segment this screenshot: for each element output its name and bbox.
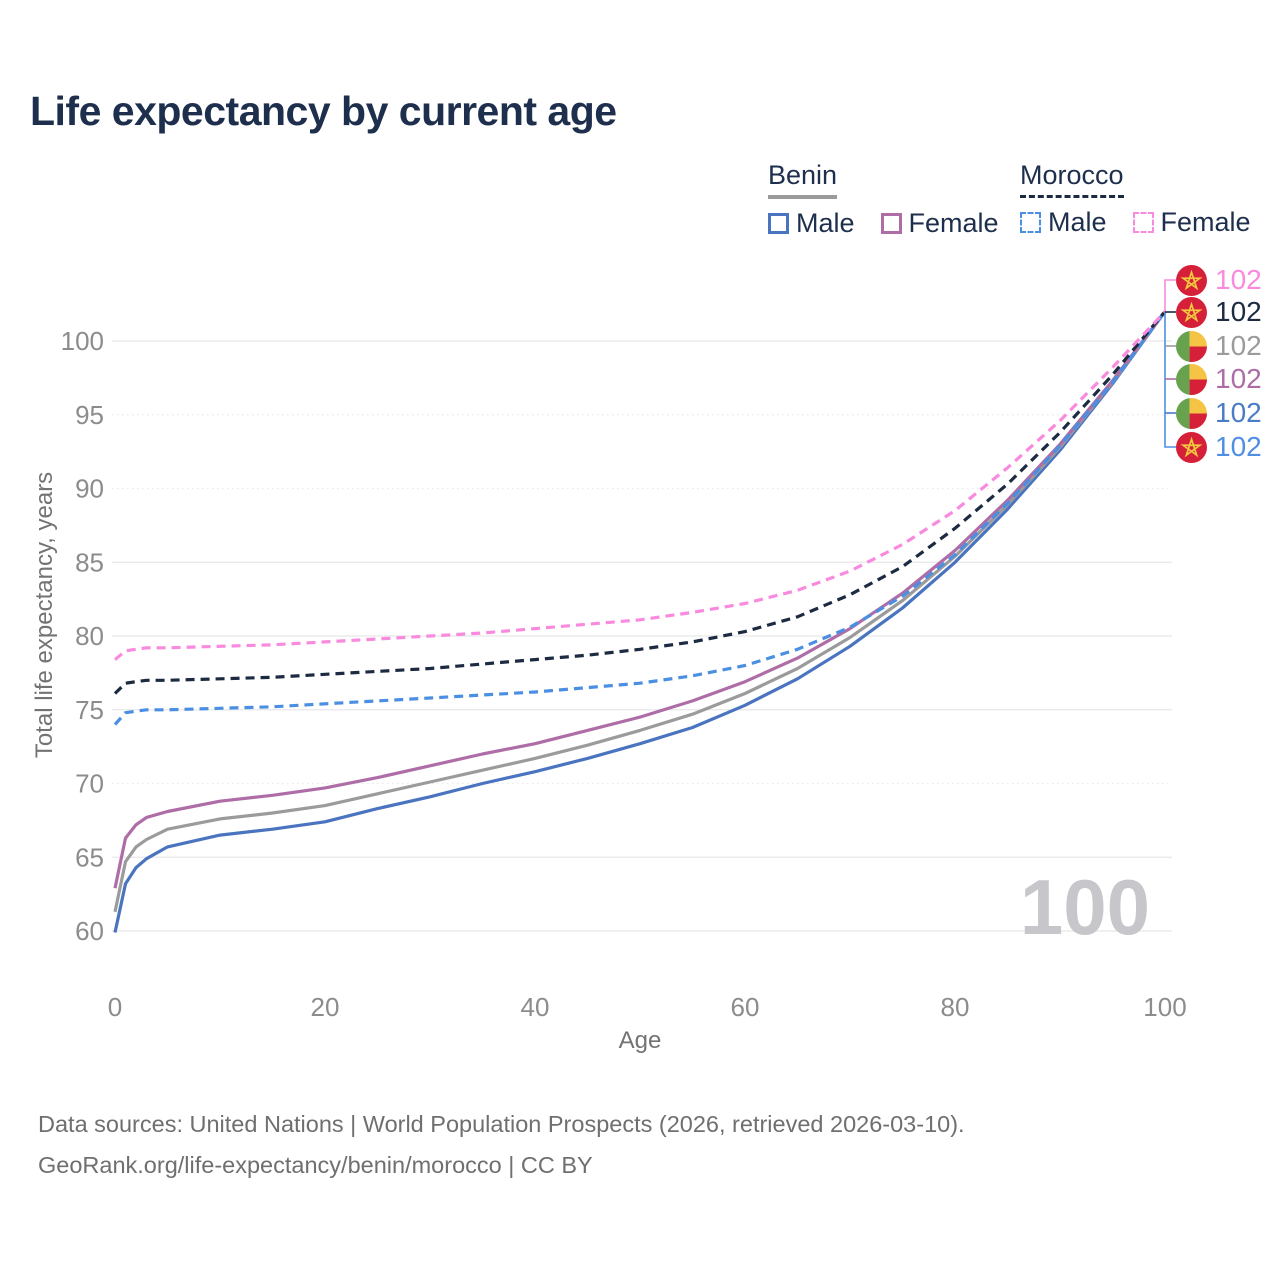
legend-label: Male	[796, 208, 855, 238]
end-label-morocco-male: 102	[1176, 431, 1262, 463]
y-tick-label: 85	[75, 547, 104, 577]
connector-down	[1164, 311, 1176, 448]
legend-label: Female	[1160, 207, 1251, 237]
morocco-male-swatch-icon	[1020, 212, 1041, 233]
y-axis-title: Total life expectancy, years	[31, 472, 58, 758]
y-tick-label: 75	[75, 695, 104, 725]
legend-item-benin-male[interactable]: Male	[768, 208, 855, 239]
end-label-connectors	[1164, 279, 1176, 448]
end-value: 102	[1215, 330, 1262, 361]
end-label-morocco-female: 102	[1176, 264, 1262, 296]
series-lines	[113, 310, 1167, 933]
benin-flag-icon	[1176, 330, 1207, 362]
legend-label: Female	[908, 208, 999, 238]
y-tick-label: 65	[75, 842, 104, 872]
legend-item-morocco-female[interactable]: Female	[1132, 207, 1251, 238]
end-label-benin-female: 102	[1176, 363, 1262, 395]
footer-attribution: GeoRank.org/life-expectancy/benin/morocc…	[38, 1152, 593, 1178]
x-tick-label: 100	[1143, 992, 1186, 1022]
end-label-morocco-both-sexes: 102	[1176, 296, 1262, 328]
end-value: 102	[1215, 296, 1262, 327]
end-value: 102	[1215, 397, 1262, 428]
legend-country-morocco[interactable]: Morocco	[1020, 160, 1124, 198]
y-tick-label: 80	[75, 621, 104, 651]
connector-up	[1164, 279, 1176, 312]
footer-sources: Data sources: United Nations | World Pop…	[38, 1111, 965, 1137]
y-tick-label: 100	[61, 326, 104, 356]
y-tick-label: 95	[75, 400, 104, 430]
series-line-morocco-female[interactable]	[113, 310, 1167, 661]
gridlines	[112, 340, 1172, 932]
legend-group-benin: Benin Male Female	[768, 160, 999, 239]
end-label-benin-both-sexes: 102	[1176, 330, 1262, 362]
age-counter-watermark: 100	[1019, 863, 1150, 951]
legend-country-benin[interactable]: Benin	[768, 160, 838, 199]
x-tick-label: 20	[311, 992, 340, 1022]
benin-flag-icon	[1176, 363, 1207, 395]
morocco-flag-icon	[1176, 296, 1207, 328]
end-value: 102	[1215, 264, 1262, 295]
legend-label: Male	[1048, 207, 1107, 237]
end-label-benin-male: 102	[1176, 397, 1262, 429]
x-tick-label: 60	[731, 992, 760, 1022]
y-axis-tick-labels: 60 65 70 75 80 85 90 95 100	[61, 326, 104, 946]
benin-male-swatch-icon	[768, 213, 789, 234]
benin-female-swatch-icon	[880, 213, 902, 234]
morocco-flag-icon	[1176, 264, 1207, 296]
y-tick-label: 70	[75, 769, 104, 799]
series-line-morocco-both[interactable]	[113, 310, 1167, 695]
end-value: 102	[1215, 431, 1262, 462]
footer: Data sources: United Nations | World Pop…	[38, 1104, 965, 1186]
x-tick-label: 80	[941, 992, 970, 1022]
benin-flag-icon	[1176, 397, 1207, 429]
y-tick-label: 90	[75, 474, 104, 504]
end-value: 102	[1215, 363, 1262, 394]
series-line-benin-male[interactable]	[113, 310, 1167, 933]
x-axis-tick-labels: 0 20 40 60 80 100	[108, 992, 1187, 1022]
legend-group-morocco: Morocco Male Female	[1020, 160, 1251, 238]
page-title: Life expectancy by current age	[30, 88, 617, 134]
x-tick-label: 0	[108, 992, 122, 1022]
series-line-morocco-male[interactable]	[113, 310, 1167, 726]
x-axis-title: Age	[619, 1027, 662, 1054]
morocco-female-swatch-icon	[1132, 212, 1154, 233]
series-line-benin-both[interactable]	[113, 310, 1167, 913]
legend-item-morocco-male[interactable]: Male	[1020, 207, 1107, 238]
series-line-benin-female[interactable]	[113, 310, 1167, 889]
y-tick-label: 60	[75, 916, 104, 946]
x-tick-label: 40	[521, 992, 550, 1022]
morocco-flag-icon	[1176, 431, 1207, 463]
legend-item-benin-female[interactable]: Female	[880, 208, 999, 239]
